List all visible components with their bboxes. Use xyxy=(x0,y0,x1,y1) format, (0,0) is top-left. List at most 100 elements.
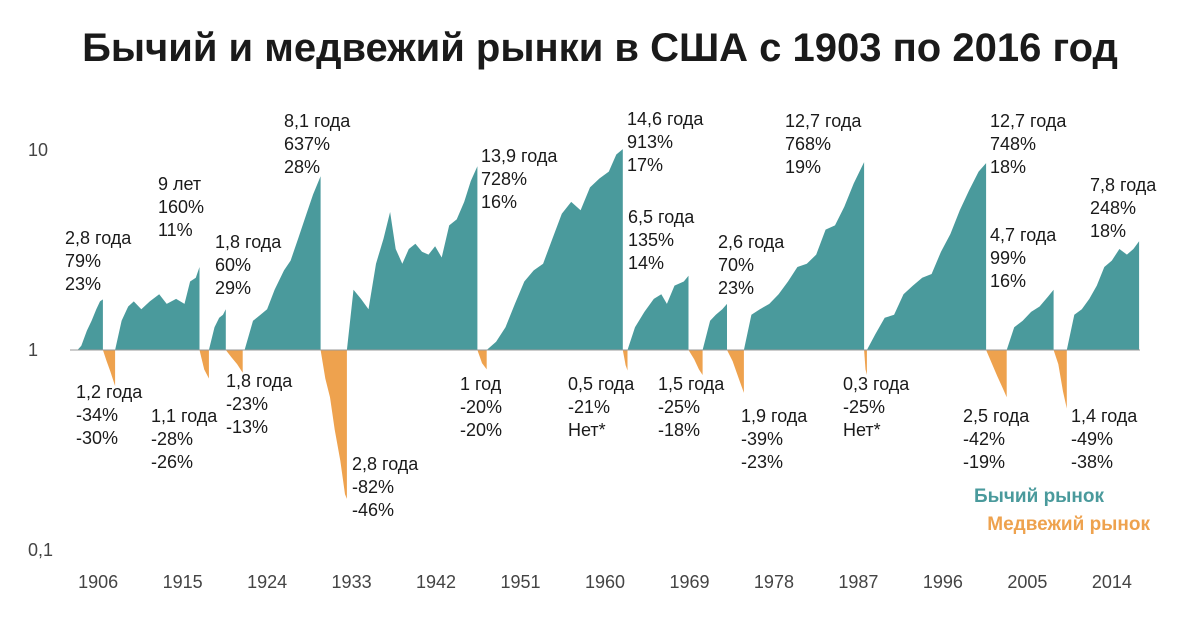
bear-market-label-line: -34% xyxy=(76,405,118,425)
bull-market-label-line: 637% xyxy=(284,134,330,154)
bull-market-label-line: 913% xyxy=(627,132,673,152)
x-tick-label: 1987 xyxy=(838,572,878,592)
bear-market-label-line: -28% xyxy=(151,429,193,449)
x-tick-label: 1951 xyxy=(501,572,541,592)
bear-market-label-line: 1,2 года xyxy=(76,382,143,402)
bear-market-label: 2,5 года -42% -19% xyxy=(963,406,1030,472)
bear-market-label: 0,5 года -21% Нет* xyxy=(568,374,635,440)
x-tick-label: 1942 xyxy=(416,572,456,592)
chart-title: Бычий и медвежий рынки в США с 1903 по 2… xyxy=(82,26,1118,70)
bull-market-label-line: 79% xyxy=(65,251,101,271)
legend: Бычий рынок Медвежий рынок xyxy=(974,486,1150,535)
bull-market-area-8 xyxy=(743,162,865,350)
bull-market-label-line: 28% xyxy=(284,157,320,177)
bear-market-area-3 xyxy=(320,350,347,499)
bull-market-label-line: 60% xyxy=(215,255,251,275)
bear-market-label: 1,2 года -34% -30% xyxy=(76,382,143,448)
x-tick-label: 1924 xyxy=(247,572,287,592)
bear-market-label-line: 1 год xyxy=(460,374,502,394)
bull-market-label-line: 16% xyxy=(481,192,517,212)
bull-market-label: 1,8 года 60% 29% xyxy=(215,232,282,298)
bull-market-label-line: 29% xyxy=(215,278,251,298)
x-tick-label: 1969 xyxy=(669,572,709,592)
bear-market-label-line: 1,5 года xyxy=(658,374,725,394)
bull-market-label-line: 2,6 года xyxy=(718,232,785,252)
bull-market-label-line: 135% xyxy=(628,230,674,250)
x-tick-label: 1960 xyxy=(585,572,625,592)
x-tick-label: 2014 xyxy=(1092,572,1132,592)
bull-market-area-2 xyxy=(208,309,226,350)
bull-market-label-line: 248% xyxy=(1090,198,1136,218)
bear-market-label-line: 0,3 года xyxy=(843,374,910,394)
bear-market-label-line: -42% xyxy=(963,429,1005,449)
bear-market-area-4 xyxy=(477,350,487,370)
bear-market-label-line: 1,4 года xyxy=(1071,406,1138,426)
bull-market-label-line: 8,1 года xyxy=(284,111,351,131)
bull-market-label-line: 4,7 года xyxy=(990,225,1057,245)
bull-market-label: 4,7 года 99% 16% xyxy=(990,225,1057,291)
bear-market-area-0 xyxy=(102,350,116,387)
bear-market-area-1 xyxy=(199,350,209,379)
bull-market-label-line: 23% xyxy=(718,278,754,298)
bull-market-label-line: 23% xyxy=(65,274,101,294)
bull-market-label-line: 748% xyxy=(990,134,1036,154)
bear-market-label-line: 1,1 года xyxy=(151,406,218,426)
bull-market-label-line: 768% xyxy=(785,134,831,154)
bear-market-label-line: Нет* xyxy=(568,420,606,440)
bull-market-label: 13,9 года 728% 16% xyxy=(481,146,558,212)
bull-market-label-line: 17% xyxy=(627,155,663,175)
bull-market-label: 9 лет 160% 11% xyxy=(158,174,204,240)
bull-market-label-line: 728% xyxy=(481,169,527,189)
bear-market-area-8 xyxy=(864,350,867,375)
bear-market-area-2 xyxy=(225,350,243,373)
bear-market-label: 1,9 года -39% -23% xyxy=(741,406,808,472)
bear-market-label: 1,5 года -25% -18% xyxy=(658,374,725,440)
bear-market-label-line: -82% xyxy=(352,477,394,497)
bull-market-label-line: 12,7 года xyxy=(785,111,862,131)
bull-market-label: 8,1 года 637% 28% xyxy=(284,111,351,177)
y-tick-label: 0,1 xyxy=(28,540,53,560)
bear-market-label-line: -18% xyxy=(658,420,700,440)
bull-market-label-line: 7,8 года xyxy=(1090,175,1157,195)
bear-market-label-line: Нет* xyxy=(843,420,881,440)
bull-market-label-line: 12,7 года xyxy=(990,111,1067,131)
bear-market-label: 1,1 года -28% -26% xyxy=(151,406,218,472)
bear-market-label-line: -49% xyxy=(1071,429,1113,449)
bull-market-label-line: 99% xyxy=(990,248,1026,268)
bear-market-area-9 xyxy=(986,350,1007,398)
bull-market-area-10 xyxy=(1006,289,1054,350)
x-tick-label: 1933 xyxy=(332,572,372,592)
bull-market-label: 2,8 года 79% 23% xyxy=(65,228,132,294)
bull-market-label-line: 9 лет xyxy=(158,174,201,194)
bull-market-label-line: 13,9 года xyxy=(481,146,558,166)
bull-market-area-5 xyxy=(486,149,623,350)
bear-market-label: 1,4 года -49% -38% xyxy=(1071,406,1138,472)
bear-market-label-line: -23% xyxy=(226,394,268,414)
bear-market-label: 1,8 года -23% -13% xyxy=(226,371,293,437)
bull-market-label-line: 70% xyxy=(718,255,754,275)
bear-market-area-7 xyxy=(727,350,744,393)
bull-market-area-4 xyxy=(346,166,478,350)
bear-market-label-line: -39% xyxy=(741,429,783,449)
bear-market-label-line: -13% xyxy=(226,417,268,437)
period-labels: 2,8 года 79% 23% 9 лет 160% 11% 1,8 года 60% 29%… xyxy=(65,109,1157,520)
x-tick-label: 1906 xyxy=(78,572,118,592)
bear-market-label-line: -23% xyxy=(741,452,783,472)
bull-market-label-line: 19% xyxy=(785,157,821,177)
bull-market-area-9 xyxy=(866,163,987,350)
bear-market-label-line: -20% xyxy=(460,420,502,440)
bear-market-label-line: -38% xyxy=(1071,452,1113,472)
bear-market-label-line: 0,5 года xyxy=(568,374,635,394)
bear-market-label-line: -19% xyxy=(963,452,1005,472)
chart-areas xyxy=(77,149,1140,499)
bull-market-label-line: 18% xyxy=(1090,221,1126,241)
bear-market-label-line: -30% xyxy=(76,428,118,448)
bear-market-label-line: -25% xyxy=(843,397,885,417)
bear-market-label-line: 2,5 года xyxy=(963,406,1030,426)
bull-market-label: 2,6 года 70% 23% xyxy=(718,232,785,298)
bull-market-label: 12,7 года 768% 19% xyxy=(785,111,862,177)
bull-market-label-line: 160% xyxy=(158,197,204,217)
bull-market-label-line: 18% xyxy=(990,157,1026,177)
bear-market-label-line: -25% xyxy=(658,397,700,417)
bull-market-label: 7,8 года 248% 18% xyxy=(1090,175,1157,241)
